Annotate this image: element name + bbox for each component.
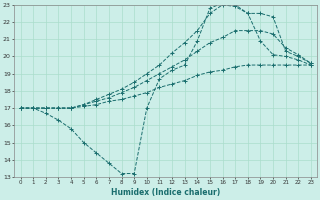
X-axis label: Humidex (Indice chaleur): Humidex (Indice chaleur): [111, 188, 220, 197]
